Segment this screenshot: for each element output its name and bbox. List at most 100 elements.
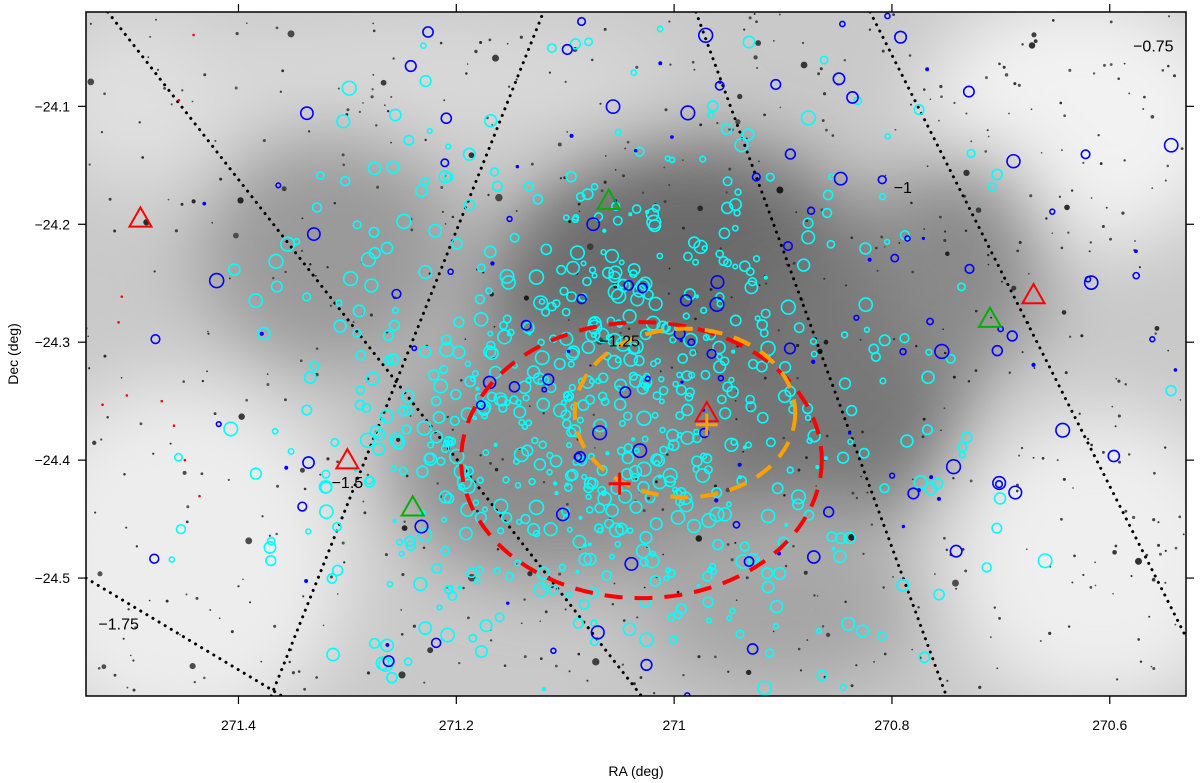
cyan-point xyxy=(309,360,320,371)
cyan-point xyxy=(499,268,515,284)
cyan-point xyxy=(833,549,847,564)
cyan-point xyxy=(701,571,713,582)
cyan-point xyxy=(593,418,607,433)
background-star xyxy=(668,183,671,187)
cyan-point xyxy=(463,199,476,211)
background-star xyxy=(652,691,656,695)
background-star xyxy=(964,569,968,573)
background-star xyxy=(978,685,982,689)
cyan-point xyxy=(652,391,662,401)
red-point xyxy=(172,424,176,428)
background-star xyxy=(1114,425,1117,428)
cyan-point xyxy=(401,389,415,403)
background-star xyxy=(894,128,897,131)
cyan-point xyxy=(352,220,362,230)
background-star xyxy=(170,103,173,106)
cyan-point xyxy=(731,224,739,232)
background-star xyxy=(1101,224,1105,228)
cyan-point xyxy=(560,399,567,406)
blue-point xyxy=(284,465,289,470)
cyan-point xyxy=(925,348,933,356)
background-star xyxy=(141,156,144,159)
cyan-point xyxy=(531,436,539,445)
background-star xyxy=(362,500,365,503)
cyan-point xyxy=(436,604,443,611)
background-star xyxy=(861,430,865,434)
background-star xyxy=(191,100,194,103)
background-star xyxy=(315,347,319,350)
background-star xyxy=(567,319,570,321)
cyan-point xyxy=(738,260,751,273)
cyan-point xyxy=(523,181,534,192)
background-star xyxy=(460,378,463,382)
background-star xyxy=(776,186,784,194)
cyan-point xyxy=(706,100,719,113)
blue-point xyxy=(1083,275,1099,290)
cyan-point xyxy=(684,392,694,402)
cyan-point xyxy=(703,465,713,475)
background-star xyxy=(1071,581,1074,584)
y-tick-label: −24.1 xyxy=(35,98,71,114)
background-star xyxy=(663,199,667,204)
background-star xyxy=(201,379,205,383)
background-star xyxy=(427,647,434,654)
cyan-point xyxy=(741,128,755,141)
background-star xyxy=(694,317,697,321)
cyan-point xyxy=(514,482,522,489)
blue-point xyxy=(422,26,434,38)
cyan-point xyxy=(392,518,397,523)
background-star xyxy=(230,630,234,634)
cyan-point xyxy=(426,441,435,449)
background-star xyxy=(302,595,305,598)
cyan-point xyxy=(471,370,479,378)
background-star xyxy=(946,679,949,682)
cyan-point xyxy=(845,404,858,417)
background-star xyxy=(248,601,252,604)
cyan-point xyxy=(416,420,432,436)
cyan-point xyxy=(501,275,516,290)
background-star xyxy=(748,16,752,20)
cyan-point xyxy=(464,375,477,388)
cyan-point xyxy=(361,402,372,413)
cyan-point xyxy=(380,638,395,653)
background-star xyxy=(1017,83,1021,87)
background-star xyxy=(346,108,350,112)
cyan-point xyxy=(473,312,489,327)
cyan-point xyxy=(368,246,381,260)
background-star xyxy=(892,576,894,578)
background-star xyxy=(592,658,600,666)
blue-point xyxy=(994,480,1004,489)
background-star xyxy=(611,602,615,606)
background-star xyxy=(1111,405,1114,408)
cyan-point xyxy=(416,465,429,478)
cyan-point xyxy=(816,669,828,682)
background-star xyxy=(862,552,865,555)
blue-point xyxy=(259,331,264,336)
cyan-point xyxy=(401,424,412,435)
background-star xyxy=(1021,43,1024,46)
background-star xyxy=(578,210,581,213)
blue-point xyxy=(208,272,225,289)
cyan-point xyxy=(517,380,532,395)
background-star xyxy=(987,263,990,266)
blue-point xyxy=(732,520,741,529)
cyan-point xyxy=(720,122,733,135)
background-star xyxy=(548,71,552,74)
cyan-point xyxy=(981,562,992,573)
cyan-point xyxy=(960,431,973,444)
background-star xyxy=(558,572,562,576)
background-star xyxy=(1164,179,1167,182)
cyan-point xyxy=(791,489,807,505)
cyan-point xyxy=(493,442,498,447)
cyan-point xyxy=(991,522,1003,534)
cyan-point xyxy=(590,619,598,627)
cyan-point xyxy=(681,403,694,417)
cyan-point xyxy=(429,430,444,444)
cyan-point xyxy=(561,307,571,317)
background-star xyxy=(237,585,240,588)
background-star xyxy=(439,41,443,45)
cyan-point xyxy=(646,214,662,230)
background-star xyxy=(1157,543,1161,547)
background-star xyxy=(819,67,823,71)
background-star xyxy=(974,369,978,373)
